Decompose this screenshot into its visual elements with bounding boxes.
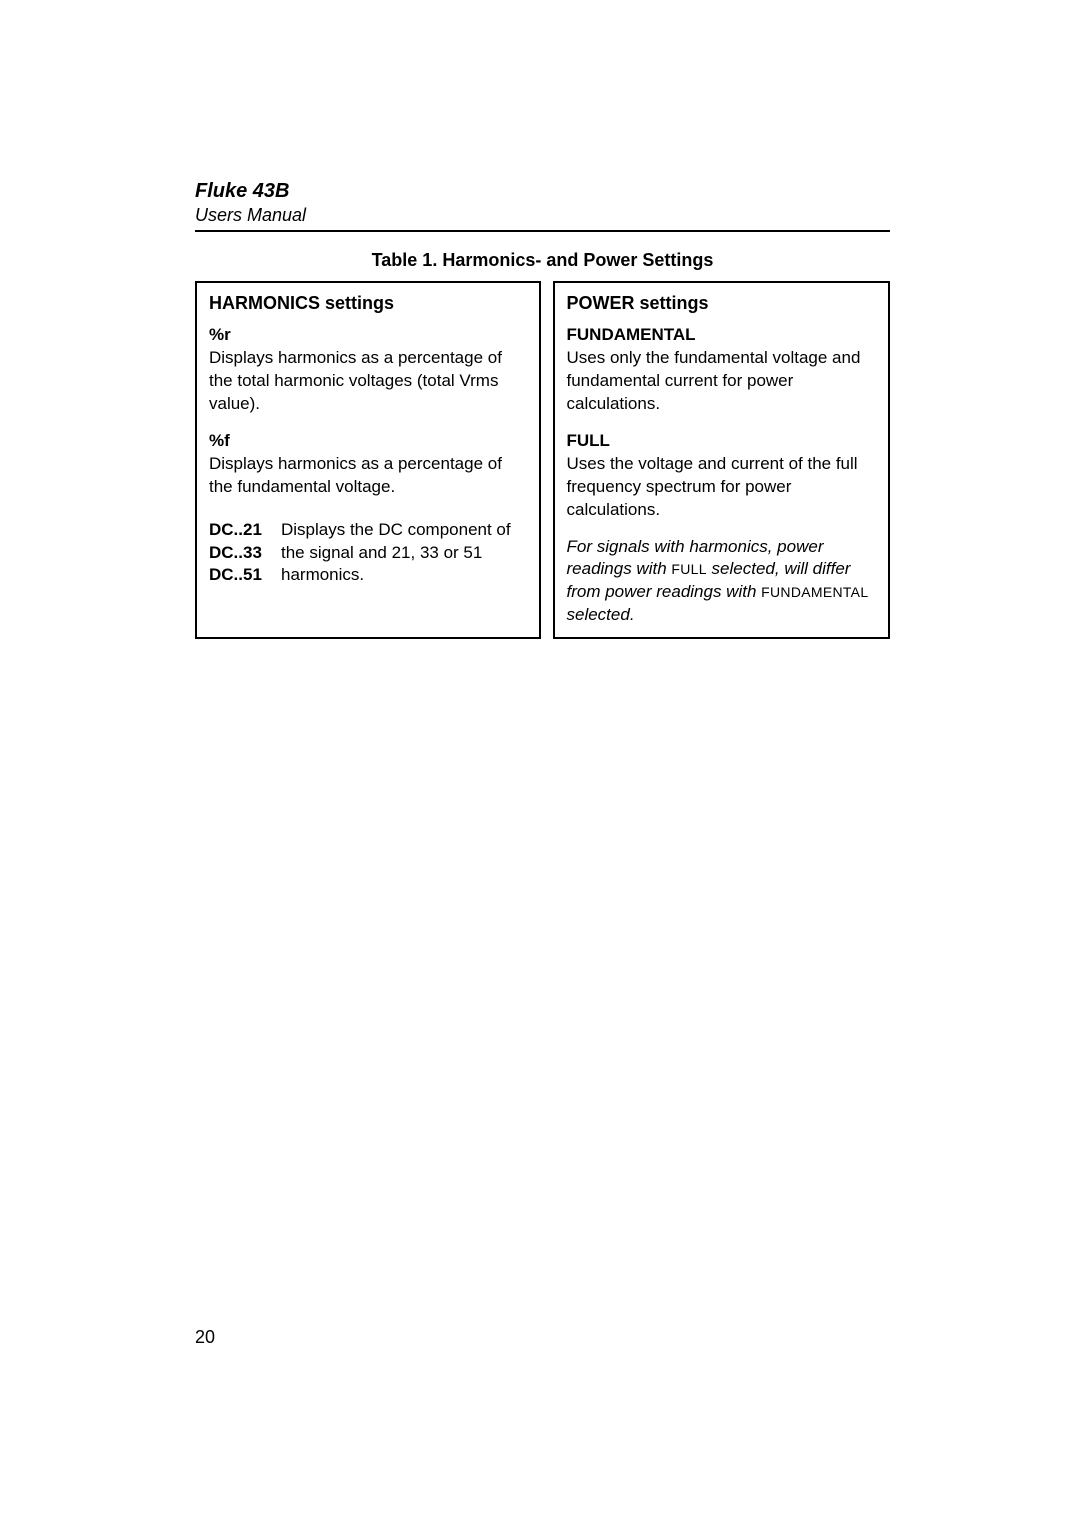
manual-subtitle: Users Manual [195, 205, 890, 226]
table-caption: Table 1. Harmonics- and Power Settings [195, 250, 890, 271]
power-entry-full: FULL Uses the voltage and current of the… [567, 430, 877, 522]
harmonics-entry-percent-f: %f Displays harmonics as a percentage of… [209, 430, 527, 499]
dc-description: Displays the DC component of the signal … [281, 519, 527, 588]
power-note: For signals with harmonics, power readin… [567, 536, 877, 628]
harmonics-dc-entry: DC..21 DC..33 DC..51 Displays the DC com… [209, 519, 527, 588]
harmonics-heading: HARMONICS settings [209, 293, 527, 314]
entry-body: Uses the voltage and current of the full… [567, 453, 877, 522]
dc-label: DC..51 [209, 564, 281, 587]
entry-title: FUNDAMENTAL [567, 324, 877, 347]
note-text: selected. [567, 605, 635, 624]
power-heading: POWER settings [567, 293, 877, 314]
harmonics-entry-percent-r: %r Displays harmonics as a percentage of… [209, 324, 527, 416]
power-entry-fundamental: FUNDAMENTAL Uses only the fundamental vo… [567, 324, 877, 416]
harmonics-settings-box: HARMONICS settings %r Displays harmonics… [195, 281, 541, 639]
dc-labels: DC..21 DC..33 DC..51 [209, 519, 281, 588]
entry-title: %f [209, 430, 527, 453]
entry-body: Displays harmonics as a percentage of th… [209, 347, 527, 416]
entry-body: Uses only the fundamental voltage and fu… [567, 347, 877, 416]
note-fundamental-smallcaps: FUNDAMENTAL [761, 584, 868, 600]
dc-label: DC..33 [209, 542, 281, 565]
dc-label: DC..21 [209, 519, 281, 542]
power-settings-box: POWER settings FUNDAMENTAL Uses only the… [553, 281, 891, 639]
entry-body: Displays harmonics as a percentage of th… [209, 453, 527, 499]
note-full-smallcaps: FULL [671, 561, 706, 577]
entry-title: FULL [567, 430, 877, 453]
product-name: Fluke 43B [195, 180, 890, 203]
settings-table: HARMONICS settings %r Displays harmonics… [195, 281, 890, 639]
page-number: 20 [195, 1327, 215, 1348]
entry-title: %r [209, 324, 527, 347]
page-header: Fluke 43B Users Manual [195, 180, 890, 232]
